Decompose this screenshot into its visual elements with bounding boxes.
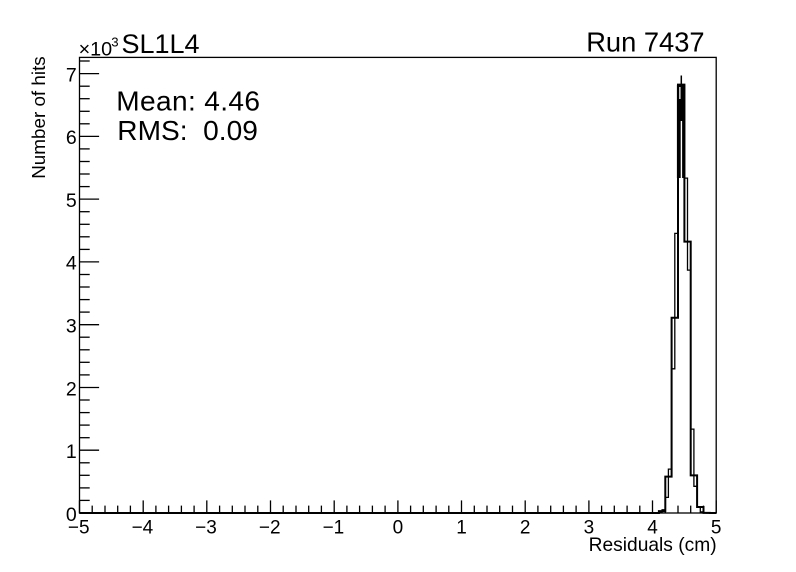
svg-text:5: 5: [66, 190, 77, 212]
svg-text:Mean: 4.46: Mean: 4.46: [116, 86, 260, 117]
svg-text:7: 7: [66, 64, 77, 86]
svg-text:SL1L4: SL1L4: [122, 29, 200, 59]
svg-text:Number of hits: Number of hits: [28, 56, 49, 179]
svg-text:−5: −5: [68, 518, 90, 539]
svg-text:5: 5: [711, 518, 722, 539]
svg-text:−1: −1: [323, 518, 345, 539]
svg-text:2: 2: [520, 518, 531, 539]
svg-text:3: 3: [66, 316, 77, 338]
svg-text:Run 7437: Run 7437: [586, 27, 704, 58]
svg-text:−3: −3: [195, 518, 217, 539]
svg-text:4: 4: [66, 253, 77, 275]
svg-text:4: 4: [647, 518, 658, 539]
svg-text:0: 0: [66, 504, 77, 526]
svg-text:0: 0: [393, 518, 404, 539]
svg-text:6: 6: [66, 127, 77, 149]
svg-text:2: 2: [66, 378, 77, 400]
svg-text:Residuals (cm): Residuals (cm): [589, 535, 717, 556]
svg-text:−2: −2: [259, 518, 281, 539]
svg-text:3: 3: [584, 518, 595, 539]
svg-text:3: 3: [111, 34, 118, 49]
svg-text:RMS: 0.09: RMS: 0.09: [117, 115, 258, 146]
svg-text:1: 1: [456, 518, 467, 539]
svg-text:1: 1: [66, 441, 77, 463]
svg-text:×10: ×10: [79, 39, 113, 61]
svg-text:−4: −4: [132, 518, 154, 539]
